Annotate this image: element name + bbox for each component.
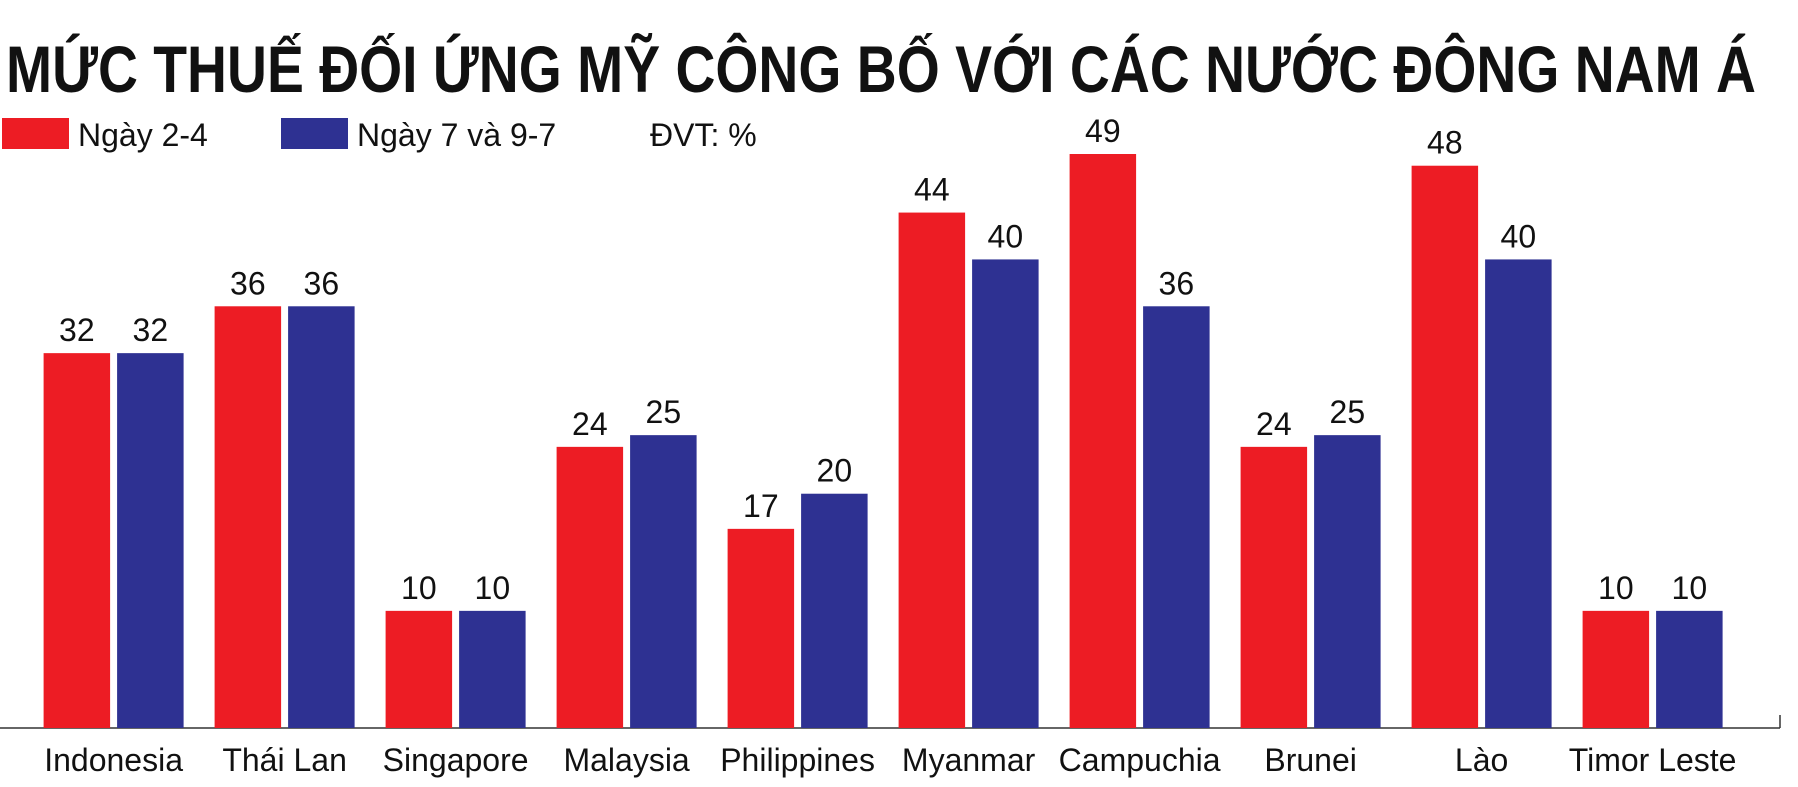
value-label: 44 [914,172,950,208]
bar [1314,435,1381,728]
bar [1411,165,1479,728]
value-label: 48 [1427,125,1463,161]
chart-title: MỨC THUẾ ĐỐI ỨNG MỸ CÔNG BỐ VỚI CÁC NƯỚC… [6,32,1756,106]
value-label: 32 [59,312,95,348]
bar [898,212,966,729]
bar [385,610,453,728]
value-label: 24 [572,406,608,442]
bar [214,306,282,728]
value-label: 36 [230,265,266,301]
value-label: 40 [1501,218,1537,254]
x-tick-label: Thái Lan [222,742,347,778]
x-tick-label: Timor Leste [1569,742,1737,778]
bar [117,353,184,728]
bar [1240,446,1308,728]
bar [1582,610,1650,728]
legend-label: Ngày 2-4 [78,117,208,153]
value-label: 10 [475,570,511,606]
unit-note: ĐVT: % [650,117,757,153]
value-label: 10 [1598,570,1634,606]
value-label: 25 [646,394,682,430]
bar [288,306,355,728]
value-label: 20 [817,453,853,489]
value-label: 17 [743,488,779,524]
bar [727,528,795,728]
value-label: 24 [1256,406,1292,442]
bar [1656,610,1723,728]
value-label: 10 [401,570,437,606]
x-tick-label: Lào [1455,742,1508,778]
x-tick-label: Philippines [720,742,875,778]
value-label: 49 [1085,113,1121,149]
bar [43,353,111,728]
x-tick-label: Campuchia [1059,742,1221,778]
value-label: 25 [1330,394,1366,430]
value-label: 32 [133,312,169,348]
x-tick-label: Brunei [1264,742,1357,778]
bar [1485,259,1552,728]
x-tick-label: Singapore [383,742,529,778]
bar [630,435,697,728]
bar [801,493,868,728]
bar [1143,306,1210,728]
bar [972,259,1039,728]
legend-label: Ngày 7 và 9-7 [357,117,556,153]
bar [1069,154,1137,728]
legend-swatch [2,118,69,149]
bar [459,610,526,728]
x-tick-label: Malaysia [563,742,689,778]
legend-swatch [281,118,348,149]
value-label: 10 [1672,570,1708,606]
value-label: 40 [988,218,1024,254]
x-tick-label: Myanmar [902,742,1036,778]
x-tick-label: Indonesia [44,742,183,778]
value-label: 36 [1159,265,1195,301]
value-label: 36 [304,265,340,301]
bar [556,446,624,728]
